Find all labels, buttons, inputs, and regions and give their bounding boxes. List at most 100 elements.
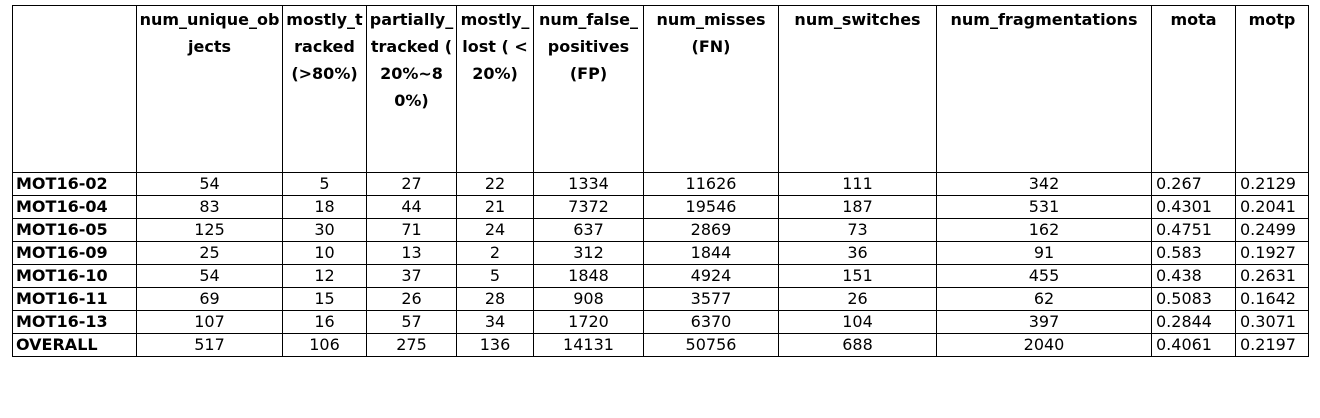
motp-cell: 0.1927 (1235, 241, 1309, 265)
motp-cell: 0.2197 (1235, 333, 1309, 357)
num-false-positives-cell: 637 (533, 218, 644, 242)
num-misses-cell: 19546 (643, 195, 779, 219)
num-misses-cell: 6370 (643, 310, 779, 334)
header-cell-num-fragmentations: num_fragmentations (936, 5, 1152, 173)
num-fragmentations-cell: 162 (936, 218, 1152, 242)
partially-tracked-cell: 26 (366, 287, 457, 311)
header-cell-mostly-tracked: mostly_tracked (>80%) (282, 5, 367, 173)
num-misses-cell: 11626 (643, 172, 779, 196)
num-misses-cell: 50756 (643, 333, 779, 357)
num-fragmentations-cell: 2040 (936, 333, 1152, 357)
mota-cell: 0.5083 (1151, 287, 1236, 311)
mostly-tracked-cell: 16 (282, 310, 367, 334)
num-misses-cell: 3577 (643, 287, 779, 311)
row-name-cell: MOT16-04 (12, 195, 137, 219)
mota-cell: 0.267 (1151, 172, 1236, 196)
row-name-cell: MOT16-13 (12, 310, 137, 334)
num-unique-objects-cell: 83 (136, 195, 283, 219)
num-false-positives-cell: 908 (533, 287, 644, 311)
mostly-lost-cell: 22 (456, 172, 534, 196)
mostly-lost-cell: 136 (456, 333, 534, 357)
mostly-tracked-cell: 10 (282, 241, 367, 265)
num-false-positives-cell: 7372 (533, 195, 644, 219)
results-table: num_unique_objects mostly_tracked (>80%)… (12, 5, 1309, 357)
partially-tracked-cell: 13 (366, 241, 457, 265)
num-false-positives-cell: 1334 (533, 172, 644, 196)
table-row: MOT16-09 25 10 13 2 312 1844 36 91 0.583 0.1927 (12, 241, 1309, 265)
mota-cell: 0.4751 (1151, 218, 1236, 242)
header-cell-mostly-lost: mostly_lost ( <20%) (456, 5, 534, 173)
mostly-lost-cell: 24 (456, 218, 534, 242)
table-row: MOT16-04 83 18 44 21 7372 19546 187 531 0.4301 0.2… (12, 195, 1309, 219)
num-switches-cell: 36 (778, 241, 937, 265)
num-unique-objects-cell: 125 (136, 218, 283, 242)
num-unique-objects-cell: 517 (136, 333, 283, 357)
num-false-positives-cell: 1720 (533, 310, 644, 334)
num-misses-cell: 1844 (643, 241, 779, 265)
row-name-cell: MOT16-11 (12, 287, 137, 311)
header-row: num_unique_objects mostly_tracked (>80%)… (12, 5, 1309, 173)
partially-tracked-cell: 27 (366, 172, 457, 196)
header-cell-num-switches: num_switches (778, 5, 937, 173)
num-switches-cell: 73 (778, 218, 937, 242)
row-name-cell: MOT16-09 (12, 241, 137, 265)
mostly-tracked-cell: 18 (282, 195, 367, 219)
num-misses-cell: 2869 (643, 218, 779, 242)
row-name-cell: MOT16-02 (12, 172, 137, 196)
table-row: OVERALL 517 106 275 136 14131 50756 688 2040 0.40… (12, 333, 1309, 357)
header-cell-partially-tracked: partially_tracked ( 20%~80%) (366, 5, 457, 173)
mostly-lost-cell: 34 (456, 310, 534, 334)
header-cell-num-misses: num_misses (FN) (643, 5, 779, 173)
num-false-positives-cell: 312 (533, 241, 644, 265)
mota-cell: 0.4061 (1151, 333, 1236, 357)
header-cell-mota: mota (1151, 5, 1236, 173)
mostly-tracked-cell: 30 (282, 218, 367, 242)
mostly-tracked-cell: 106 (282, 333, 367, 357)
header-cell-num-false-positives: num_false_positives (FP) (533, 5, 644, 173)
partially-tracked-cell: 44 (366, 195, 457, 219)
header-cell-num-unique-objects: num_unique_objects (136, 5, 283, 173)
mostly-tracked-cell: 15 (282, 287, 367, 311)
mostly-lost-cell: 28 (456, 287, 534, 311)
mostly-tracked-cell: 5 (282, 172, 367, 196)
num-unique-objects-cell: 54 (136, 172, 283, 196)
mota-cell: 0.4301 (1151, 195, 1236, 219)
motp-cell: 0.2631 (1235, 264, 1309, 288)
num-fragmentations-cell: 455 (936, 264, 1152, 288)
partially-tracked-cell: 37 (366, 264, 457, 288)
partially-tracked-cell: 275 (366, 333, 457, 357)
motp-cell: 0.3071 (1235, 310, 1309, 334)
mostly-lost-cell: 5 (456, 264, 534, 288)
partially-tracked-cell: 71 (366, 218, 457, 242)
header-cell-rowname (12, 5, 137, 173)
partially-tracked-cell: 57 (366, 310, 457, 334)
num-switches-cell: 26 (778, 287, 937, 311)
num-fragmentations-cell: 91 (936, 241, 1152, 265)
num-fragmentations-cell: 531 (936, 195, 1152, 219)
table-row: MOT16-13 107 16 57 34 1720 6370 104 397 0.2844 0.3… (12, 310, 1309, 334)
mostly-tracked-cell: 12 (282, 264, 367, 288)
table-row: MOT16-02 54 5 27 22 1334 11626 111 342 0.267 0.212… (12, 172, 1309, 196)
num-false-positives-cell: 1848 (533, 264, 644, 288)
mostly-lost-cell: 21 (456, 195, 534, 219)
mota-cell: 0.438 (1151, 264, 1236, 288)
num-unique-objects-cell: 54 (136, 264, 283, 288)
motp-cell: 0.1642 (1235, 287, 1309, 311)
table-row: MOT16-11 69 15 26 28 908 3577 26 62 0.5083 0.1642 (12, 287, 1309, 311)
table-body: MOT16-02 54 5 27 22 1334 11626 111 342 0.267 0.212… (12, 172, 1309, 357)
num-false-positives-cell: 14131 (533, 333, 644, 357)
num-fragmentations-cell: 342 (936, 172, 1152, 196)
mota-cell: 0.2844 (1151, 310, 1236, 334)
num-misses-cell: 4924 (643, 264, 779, 288)
header-cell-motp: motp (1235, 5, 1309, 173)
num-switches-cell: 151 (778, 264, 937, 288)
num-unique-objects-cell: 25 (136, 241, 283, 265)
motp-cell: 0.2129 (1235, 172, 1309, 196)
num-unique-objects-cell: 107 (136, 310, 283, 334)
num-switches-cell: 187 (778, 195, 937, 219)
num-fragmentations-cell: 397 (936, 310, 1152, 334)
mota-cell: 0.583 (1151, 241, 1236, 265)
num-switches-cell: 111 (778, 172, 937, 196)
num-fragmentations-cell: 62 (936, 287, 1152, 311)
table-row: MOT16-10 54 12 37 5 1848 4924 151 455 0.438 0.2631 (12, 264, 1309, 288)
